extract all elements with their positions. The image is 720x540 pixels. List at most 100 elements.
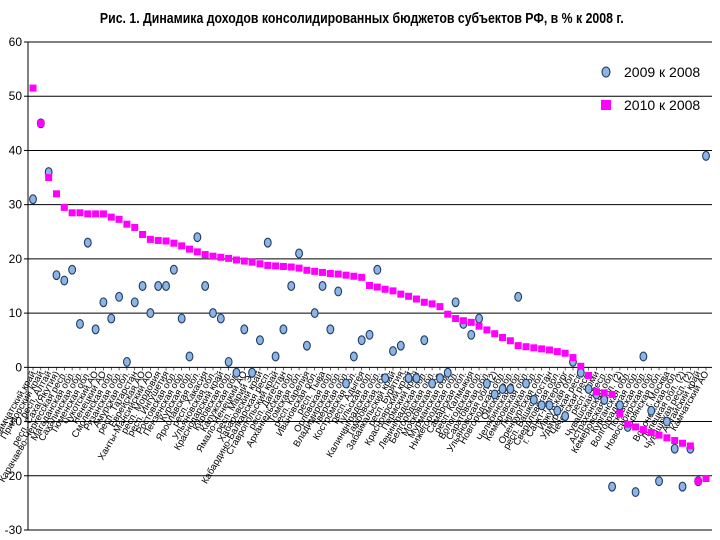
point-2010 bbox=[538, 345, 546, 353]
point-2010 bbox=[217, 253, 225, 261]
point-2009 bbox=[201, 281, 210, 291]
point-2009 bbox=[342, 378, 350, 389]
point-2009 bbox=[639, 351, 648, 362]
point-2009 bbox=[498, 384, 507, 394]
y-tick-labels: 60 50 40 30 20 10 0 -10 -20 -30 bbox=[5, 35, 23, 537]
point-2009 bbox=[248, 367, 257, 378]
point-2010 bbox=[52, 190, 60, 198]
point-2009 bbox=[83, 237, 92, 248]
point-2009 bbox=[185, 351, 194, 362]
point-2009 bbox=[529, 394, 538, 405]
point-2010 bbox=[225, 254, 233, 262]
point-2010 bbox=[499, 334, 507, 342]
point-2009 bbox=[349, 351, 358, 362]
point-2009 bbox=[287, 281, 296, 291]
point-2009 bbox=[631, 487, 640, 497]
point-2010 bbox=[68, 209, 76, 217]
point-2009 bbox=[310, 308, 319, 319]
point-2010 bbox=[123, 220, 131, 228]
point-2010 bbox=[131, 223, 139, 231]
point-2010 bbox=[522, 343, 530, 351]
point-2010 bbox=[389, 287, 397, 295]
point-2009 bbox=[29, 194, 37, 205]
point-2010 bbox=[530, 344, 538, 352]
point-2010 bbox=[37, 119, 45, 127]
legend-marker-2010 bbox=[601, 100, 611, 110]
y-tick-label: 10 bbox=[9, 306, 23, 320]
point-2010 bbox=[553, 348, 561, 356]
chart-title: Рис. 1. Динамика доходов консолидированн… bbox=[99, 10, 624, 27]
point-2010 bbox=[366, 281, 373, 289]
point-2009 bbox=[655, 476, 663, 487]
point-2010 bbox=[29, 84, 37, 92]
point-2009 bbox=[467, 329, 476, 340]
point-2010 bbox=[506, 337, 514, 345]
point-2009 bbox=[255, 335, 264, 346]
point-2010 bbox=[334, 270, 342, 278]
point-2009 bbox=[279, 324, 288, 335]
point-2010 bbox=[569, 354, 577, 362]
series-2010-points bbox=[29, 84, 710, 485]
point-2009 bbox=[224, 356, 233, 367]
point-2009 bbox=[115, 291, 124, 302]
y-tick-label: 50 bbox=[9, 89, 23, 103]
point-2010 bbox=[107, 213, 115, 221]
point-2010 bbox=[483, 326, 491, 334]
point-2010 bbox=[491, 330, 499, 338]
point-2009 bbox=[678, 481, 687, 492]
point-2009 bbox=[162, 281, 170, 291]
point-2009 bbox=[232, 367, 241, 378]
point-2009 bbox=[107, 313, 116, 324]
point-2009 bbox=[68, 264, 77, 275]
point-2010 bbox=[577, 362, 585, 370]
point-2009 bbox=[662, 416, 671, 427]
point-2009 bbox=[475, 313, 484, 324]
point-2009 bbox=[428, 378, 437, 389]
point-2009 bbox=[177, 313, 186, 324]
point-2009 bbox=[615, 400, 624, 411]
point-2009 bbox=[357, 335, 366, 346]
y-tick-label: -20 bbox=[5, 469, 23, 483]
point-2010 bbox=[545, 346, 553, 354]
point-2009 bbox=[514, 291, 523, 302]
point-2010 bbox=[405, 292, 413, 300]
point-2010 bbox=[272, 262, 280, 270]
point-2010 bbox=[193, 248, 201, 256]
point-2009 bbox=[482, 378, 491, 389]
point-2010 bbox=[139, 230, 147, 238]
point-2009 bbox=[169, 264, 178, 275]
point-2010 bbox=[616, 409, 624, 417]
point-2009 bbox=[561, 411, 570, 422]
point-2009 bbox=[404, 373, 413, 384]
point-2009 bbox=[318, 281, 327, 291]
point-2010 bbox=[412, 295, 420, 303]
legend-label-2009: 2009 к 2008 bbox=[624, 64, 700, 80]
point-2010 bbox=[561, 349, 569, 357]
point-2009 bbox=[702, 150, 710, 161]
point-2009 bbox=[545, 400, 554, 411]
point-2010 bbox=[342, 271, 350, 279]
point-2010 bbox=[459, 317, 467, 325]
point-2010 bbox=[679, 439, 687, 447]
point-2010 bbox=[209, 252, 217, 260]
point-2009 bbox=[52, 270, 61, 281]
point-2009 bbox=[506, 384, 515, 394]
point-2010 bbox=[671, 437, 679, 445]
point-2010 bbox=[381, 285, 389, 293]
point-2010 bbox=[436, 303, 444, 311]
point-2009 bbox=[490, 389, 499, 400]
point-2009 bbox=[451, 297, 460, 308]
point-2009 bbox=[263, 237, 272, 248]
point-2009 bbox=[99, 297, 108, 308]
point-2010 bbox=[397, 290, 405, 298]
point-2009 bbox=[240, 324, 249, 335]
point-2009 bbox=[584, 384, 593, 394]
point-2009 bbox=[60, 275, 69, 286]
point-2009 bbox=[91, 324, 100, 335]
point-2009 bbox=[389, 346, 397, 357]
point-2009 bbox=[373, 264, 382, 275]
point-2010 bbox=[702, 474, 710, 482]
point-2010 bbox=[585, 371, 593, 379]
point-2009 bbox=[600, 394, 609, 405]
